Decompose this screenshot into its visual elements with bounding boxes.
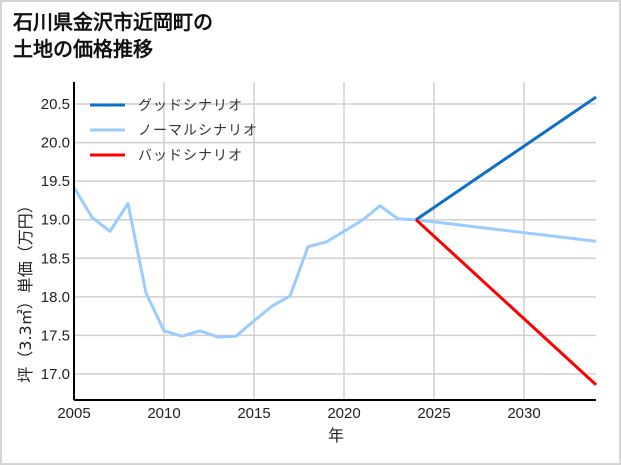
tick-labels: 17.0 17.5 18.0 18.5 19.0 19.5 20.0 20.5 2005 2010… — [41, 96, 541, 422]
y-tick-label: 17.0 — [41, 366, 70, 383]
x-axis-label: 年 — [328, 426, 344, 445]
x-tick-label: 2010 — [147, 405, 180, 422]
legend-label: ノーマルシナリオ — [138, 123, 258, 139]
y-tick-label: 20.0 — [41, 135, 70, 152]
y-tick-label: 17.5 — [41, 327, 70, 344]
x-tick-label: 2030 — [507, 405, 540, 422]
legend-label: バッドシナリオ — [138, 148, 243, 164]
gridlines — [74, 82, 596, 400]
y-axis-label: 坪（3.3㎡）単価（万円） — [16, 197, 35, 382]
y-tick-label: 19.5 — [41, 173, 70, 190]
axes — [73, 82, 596, 401]
chart-title-line2: 土地の価格推移 — [13, 37, 153, 61]
series-line — [415, 95, 597, 221]
x-tick-label: 2020 — [327, 405, 360, 422]
chart-title: 石川県金沢市近岡町の 土地の価格推移 — [13, 9, 213, 63]
y-tick-label: 20.5 — [41, 96, 70, 113]
y-tick-label: 18.0 — [41, 289, 70, 306]
series-line — [414, 218, 598, 386]
chart-title-line1: 石川県金沢市近岡町の — [13, 10, 213, 34]
series-line — [72, 186, 597, 339]
x-tick-label: 2025 — [417, 405, 450, 422]
x-tick-label: 2015 — [237, 405, 270, 422]
legend-label: グッドシナリオ — [138, 98, 243, 114]
y-tick-label: 18.5 — [41, 250, 70, 267]
x-tick-label: 2005 — [57, 405, 90, 422]
y-tick-label: 19.0 — [41, 212, 70, 229]
data-series — [72, 95, 598, 386]
